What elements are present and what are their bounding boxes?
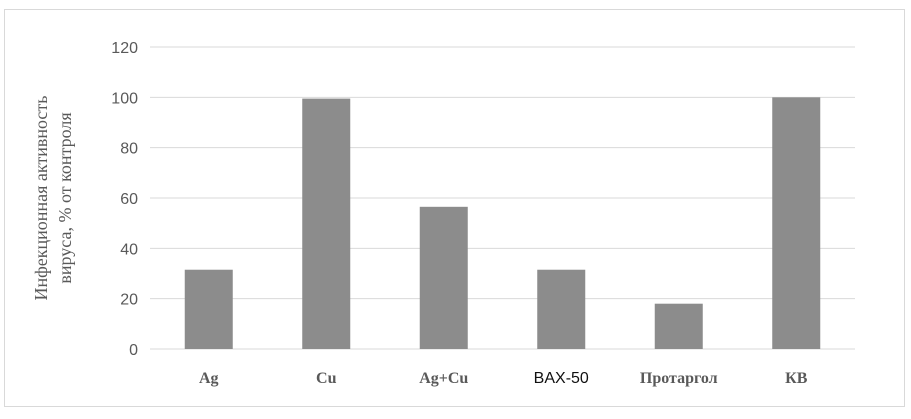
bar-3 <box>419 206 468 349</box>
y-tick-label: 20 <box>120 292 138 309</box>
y-tick-labels: 0 20 40 60 80 100 120 <box>111 40 138 359</box>
x-category-labels: Ag Cu Ag+Cu BAX-50 Протаргол КВ <box>199 370 808 387</box>
y-axis-label-line-1: Инфекционная активность <box>31 96 51 301</box>
bar-1 <box>184 269 233 349</box>
gridlines <box>150 46 855 350</box>
bar-6 <box>772 97 821 349</box>
x-category-label: Ag <box>199 370 219 387</box>
x-category-label: Ag+Cu <box>419 370 468 387</box>
y-tick-label: 0 <box>129 342 138 359</box>
bar-2 <box>302 98 351 349</box>
y-tick-label: 60 <box>120 191 138 208</box>
x-category-label: КВ <box>785 370 808 387</box>
bars <box>184 97 821 349</box>
x-category-label: Протаргол <box>640 370 718 387</box>
y-tick-label: 80 <box>120 141 138 158</box>
x-category-label: BAX-50 <box>534 370 589 387</box>
y-tick-label: 120 <box>111 40 138 57</box>
y-axis-label-line-2: вируса, % от контроля <box>55 112 75 283</box>
bar-4 <box>537 269 586 349</box>
y-axis-label: Инфекционная активность вируса, % от кон… <box>31 96 75 301</box>
y-tick-label: 40 <box>120 241 138 258</box>
x-category-label: Cu <box>316 370 337 387</box>
bar-5 <box>654 303 703 349</box>
y-tick-label: 100 <box>111 90 138 107</box>
